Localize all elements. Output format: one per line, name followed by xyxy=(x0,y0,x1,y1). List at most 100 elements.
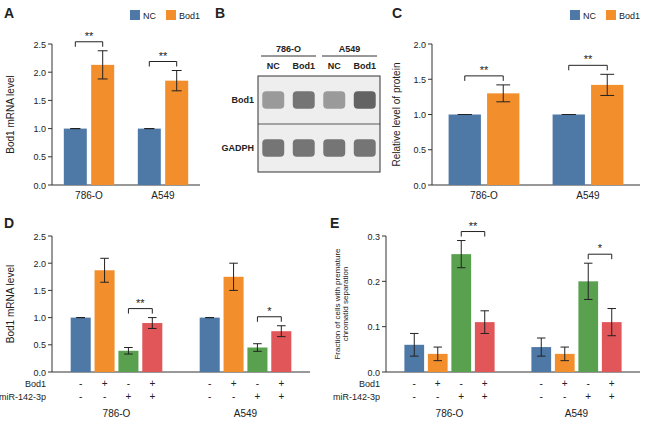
bar xyxy=(487,93,519,185)
x-tick-label: A549 xyxy=(576,190,600,201)
x-tick-label: 786-O xyxy=(470,190,498,201)
table-cell: - xyxy=(127,378,130,389)
blot-band xyxy=(293,139,315,156)
y-tick-label: 0.2 xyxy=(367,277,380,287)
y-tick-label: 1.0 xyxy=(33,124,46,134)
error-bar xyxy=(124,348,133,355)
significance-bracket xyxy=(588,254,611,259)
blot-band xyxy=(262,91,284,108)
significance-bracket xyxy=(569,65,607,70)
bar xyxy=(71,318,91,372)
significance-label: ** xyxy=(584,53,593,65)
y-axis-label: Bod1 mRNA level xyxy=(5,265,16,343)
legend-entry: Bod1 xyxy=(179,11,200,21)
error-bar xyxy=(458,114,472,115)
marks xyxy=(71,258,292,372)
y-tick xyxy=(48,185,52,186)
y-tick xyxy=(48,372,52,373)
significance-bracket xyxy=(461,232,484,237)
error-bar xyxy=(410,333,418,356)
bar xyxy=(449,115,481,186)
legend-swatch xyxy=(570,10,580,20)
y-tick xyxy=(48,72,52,73)
table-cell: + xyxy=(482,378,488,389)
x-tick-label: 786-O xyxy=(75,190,103,201)
significance-label: ** xyxy=(85,30,94,42)
table-cell: - xyxy=(540,378,543,389)
y-tick xyxy=(428,44,432,45)
significance-bracket xyxy=(465,76,503,81)
table-cell: - xyxy=(540,391,543,402)
panel: 786-ONCBod1A549NCBod1Bod1GADPH xyxy=(221,44,380,172)
y-axis-label: Bod1 mRNA level xyxy=(5,75,16,153)
significance-label: ** xyxy=(469,220,478,232)
y-tick xyxy=(48,290,52,291)
error-bar xyxy=(584,263,592,299)
group-overline xyxy=(322,56,377,57)
error-bar xyxy=(608,309,616,336)
error-bar xyxy=(600,74,614,95)
table-cell: - xyxy=(460,378,463,389)
error-bar xyxy=(172,71,182,91)
significance-label: ** xyxy=(159,50,168,62)
table-cell: + xyxy=(609,378,615,389)
significance-bracket xyxy=(149,62,176,67)
y-tick xyxy=(48,128,52,129)
table-cell: + xyxy=(482,391,488,402)
table-cell: - xyxy=(436,391,439,402)
y-axis-label-line: Fraction of cells with premature xyxy=(333,248,342,360)
bar xyxy=(165,81,188,185)
blot-band xyxy=(262,139,284,156)
group-label: A549 xyxy=(339,44,361,54)
error-bar xyxy=(70,128,80,129)
table-cell: - xyxy=(208,378,211,389)
bar xyxy=(64,129,87,185)
y-tick xyxy=(48,236,52,237)
table-cell: + xyxy=(278,378,284,389)
blot-band xyxy=(293,91,315,108)
column-label: NC xyxy=(267,61,280,71)
panel: 0.00.51.01.52.0****786-OA549 xyxy=(413,40,640,202)
y-axis-line xyxy=(386,236,387,372)
error-bar xyxy=(253,344,262,352)
y-axis-line xyxy=(52,236,53,372)
panel-title: C xyxy=(392,5,402,21)
error-bar xyxy=(76,317,85,318)
x-tick-label: A549 xyxy=(234,408,258,419)
legend-swatch xyxy=(130,10,140,20)
row-label: GADPH xyxy=(221,143,254,153)
panel: 0.00.10.20.3***Bod1-+-+-+-+miR-142-3p--+… xyxy=(333,220,640,419)
y-tick-label: 0.0 xyxy=(367,368,380,378)
y-tick xyxy=(48,263,52,264)
y-tick xyxy=(382,236,386,237)
significance-bracket xyxy=(128,309,152,314)
y-tick xyxy=(382,281,386,282)
y-tick-label: 2.0 xyxy=(33,259,46,269)
y-tick xyxy=(48,44,52,45)
blot-background xyxy=(258,76,380,172)
error-bar xyxy=(457,241,465,268)
y-tick xyxy=(428,149,432,150)
y-tick-label: 0.0 xyxy=(413,181,426,191)
table-cell: + xyxy=(609,391,615,402)
y-tick-label: 2.0 xyxy=(413,40,426,50)
bar xyxy=(200,318,220,372)
y-tick-label: 0.0 xyxy=(33,181,46,191)
y-axis-label: Relative level of protein xyxy=(391,63,402,167)
y-tick-label: 0.3 xyxy=(367,232,380,242)
y-tick xyxy=(428,185,432,186)
error-bar xyxy=(148,318,157,329)
table-row-label: Bod1 xyxy=(359,379,380,389)
legend-entry: NC xyxy=(583,11,596,21)
panel-title: B xyxy=(215,5,225,21)
legend: NCBod1 xyxy=(130,10,200,21)
error-bar xyxy=(144,128,154,129)
error-bar xyxy=(205,317,214,318)
error-bar xyxy=(277,326,286,337)
table-cell: - xyxy=(79,391,82,402)
marks xyxy=(449,74,624,185)
y-tick xyxy=(48,156,52,157)
table-cell: - xyxy=(587,378,590,389)
table-cell: - xyxy=(79,378,82,389)
table-cell: + xyxy=(149,378,155,389)
